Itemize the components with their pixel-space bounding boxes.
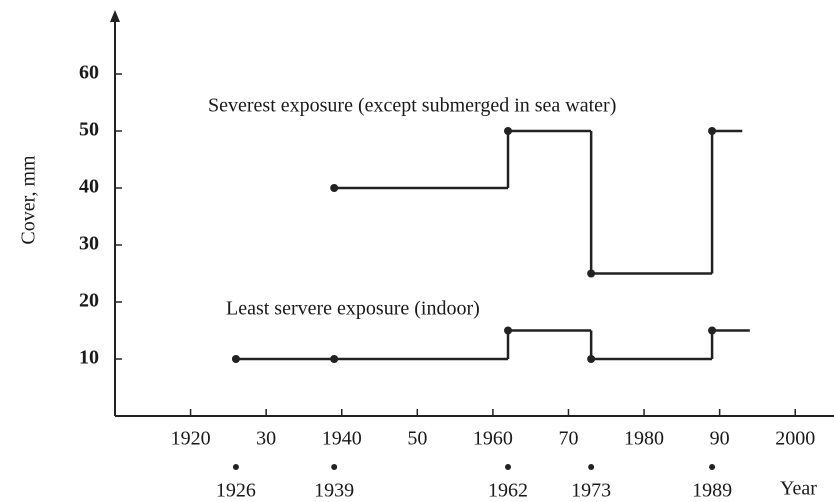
y-tick-label: 50 bbox=[79, 119, 99, 141]
revision-year: 1926 bbox=[216, 480, 256, 502]
step-point bbox=[708, 326, 717, 335]
revision-dot bbox=[709, 464, 716, 470]
x-tick-label: 1980 bbox=[624, 428, 664, 450]
step-point bbox=[330, 184, 339, 192]
revision-year: 1973 bbox=[571, 480, 611, 502]
revision-year: 1939 bbox=[314, 480, 354, 502]
x-tick-label: 1940 bbox=[322, 428, 362, 450]
revision-dot bbox=[505, 464, 512, 470]
x-tick-label: 90 bbox=[710, 428, 730, 450]
step-point bbox=[504, 326, 513, 335]
y-tick-label: 60 bbox=[79, 62, 99, 84]
x-axis-label: Year bbox=[780, 478, 817, 500]
x-tick-label: 30 bbox=[256, 428, 276, 450]
y-tick-label: 20 bbox=[79, 290, 99, 312]
step-point bbox=[231, 355, 240, 363]
series-label: Severest exposure (except submerged in s… bbox=[208, 95, 616, 117]
step-point bbox=[587, 355, 596, 363]
revision-dot bbox=[331, 464, 338, 470]
step-point bbox=[330, 355, 339, 363]
revision-year: 1989 bbox=[692, 480, 732, 502]
x-tick-label: 1960 bbox=[473, 428, 513, 450]
step-point bbox=[708, 127, 717, 135]
y-axis-label: Cover, mm bbox=[18, 155, 40, 245]
y-tick-label: 10 bbox=[79, 347, 99, 369]
x-tick-label: 70 bbox=[558, 428, 578, 450]
x-tick-label: 2000 bbox=[775, 428, 815, 450]
y-tick-label: 40 bbox=[79, 176, 99, 198]
y-tick-label: 30 bbox=[79, 233, 99, 255]
revision-dot bbox=[588, 464, 595, 470]
revision-year: 1962 bbox=[488, 480, 528, 502]
step-point bbox=[587, 269, 596, 278]
x-tick-label: 50 bbox=[407, 428, 427, 450]
x-tick-label: 1920 bbox=[171, 428, 211, 450]
revision-dot bbox=[232, 464, 239, 470]
y-axis-arrow bbox=[110, 10, 120, 22]
step-point bbox=[504, 127, 513, 135]
series-label: Least servere exposure (indoor) bbox=[226, 298, 480, 320]
